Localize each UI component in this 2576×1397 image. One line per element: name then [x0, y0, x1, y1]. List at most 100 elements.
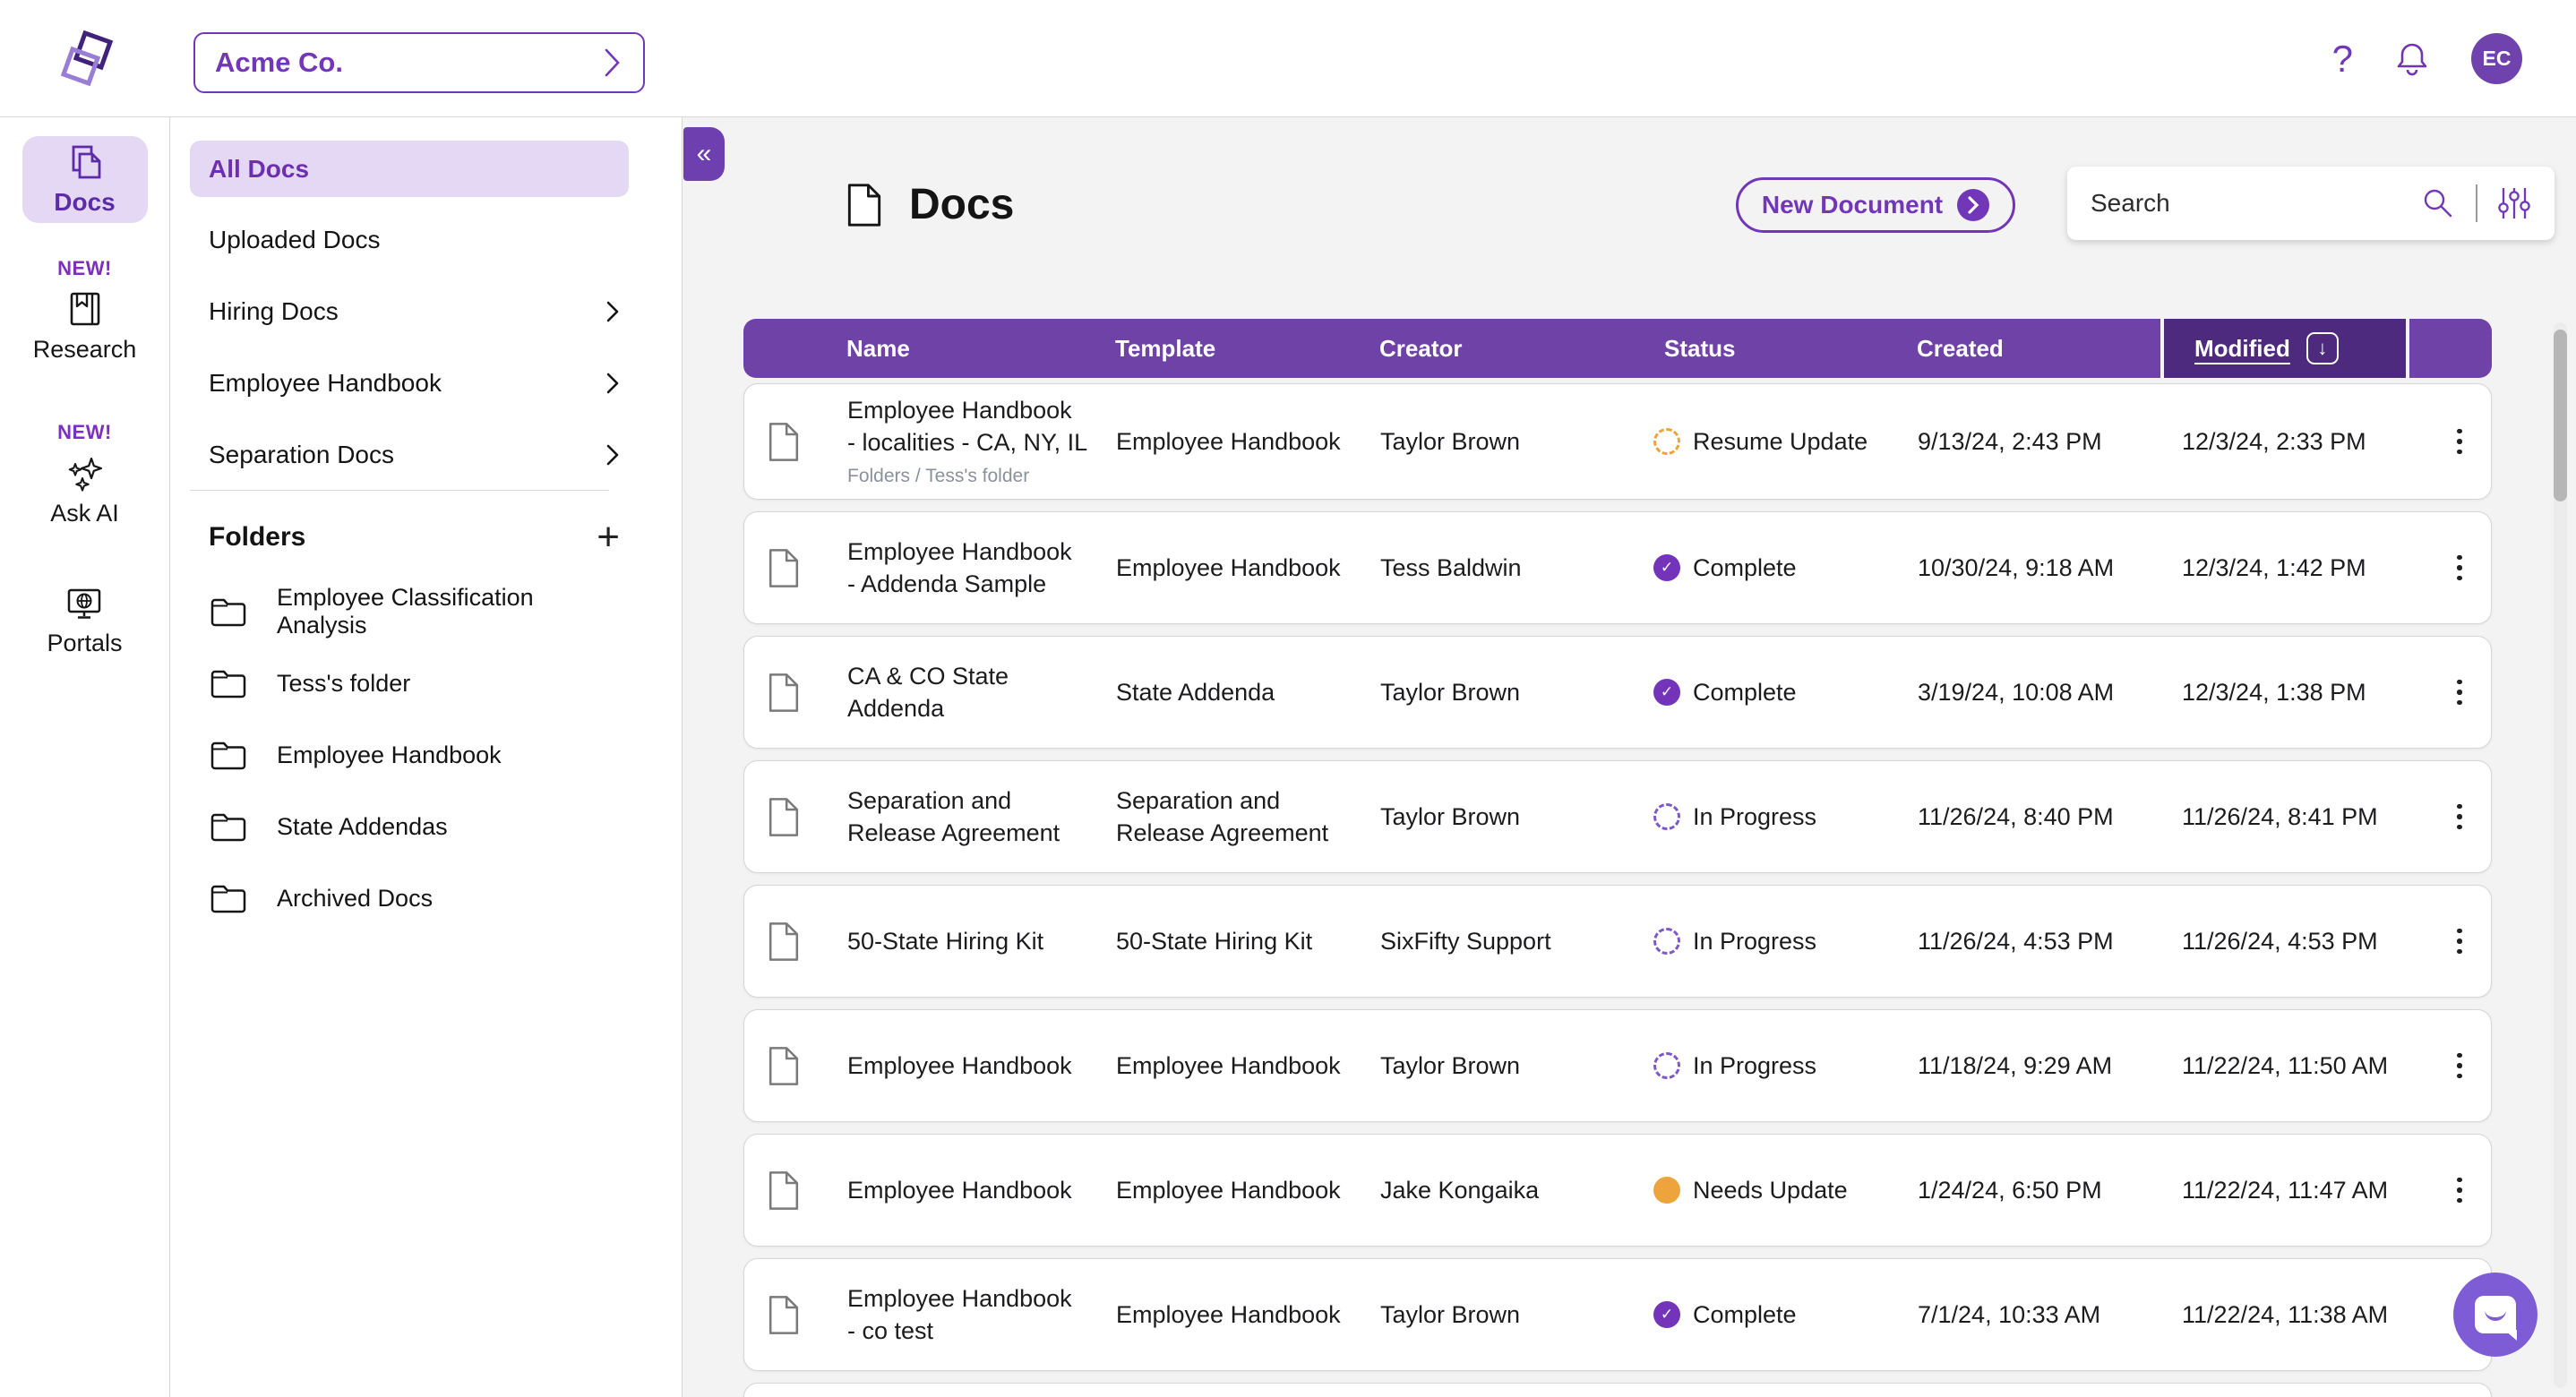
status-label: In Progress [1693, 802, 1817, 830]
sidebar-nav-list: Uploaded Docs Hiring Docs Employee Handboo… [190, 204, 629, 491]
research-book-icon [64, 289, 106, 330]
cell-modified: 11/22/24, 11:50 AM [2182, 1051, 2389, 1079]
document-icon [744, 797, 847, 837]
folder-name: State Addendas [277, 812, 448, 840]
filter-sliders-icon[interactable] [2497, 184, 2531, 222]
table-row[interactable]: Employee Handbook - Addenda Sample Employ… [743, 511, 2492, 624]
row-actions-kebab-icon[interactable] [2442, 803, 2477, 830]
cell-template: Employee Handbook [1116, 1051, 1341, 1079]
cell-template: State Addenda [1116, 678, 1275, 706]
cell-creator: Taylor Brown [1380, 1300, 1521, 1328]
rail-item-label: Portals [47, 630, 123, 656]
folder-icon [210, 884, 246, 913]
new-document-label: New Document [1761, 191, 1944, 219]
org-selector-button[interactable]: Acme Co. [193, 32, 645, 93]
search-box[interactable] [2067, 167, 2555, 240]
table-row[interactable]: Employee Handbook Employee Handbook Jake K… [743, 1134, 2492, 1247]
notifications-bell-icon[interactable] [2392, 39, 2432, 79]
sixfifty-logo-icon[interactable] [57, 30, 116, 89]
chevron-right-icon [604, 47, 622, 78]
status-label: Complete [1693, 553, 1797, 581]
help-icon[interactable]: ? [2331, 37, 2353, 80]
folder-item[interactable]: State Addendas [190, 791, 629, 862]
column-header-modified-sorted[interactable]: Modified ↓ [2164, 319, 2406, 378]
folder-item[interactable]: Archived Docs [190, 862, 629, 934]
rail-item-research[interactable]: Research [33, 289, 136, 364]
row-actions-kebab-icon[interactable] [2442, 428, 2477, 455]
column-header-template[interactable]: Template [1115, 334, 1216, 362]
folder-item[interactable]: Tess's folder [190, 647, 629, 719]
status-complete-icon: ✓ [1653, 554, 1680, 581]
row-actions-kebab-icon[interactable] [2442, 679, 2477, 706]
folder-icon [210, 669, 246, 698]
sidebar-item-hiring-docs[interactable]: Hiring Docs [190, 276, 629, 347]
table-row[interactable]: Employee Handbook Employee Handbook Taylor… [743, 1009, 2492, 1122]
column-header-status[interactable]: Status [1664, 334, 1736, 362]
table-row[interactable]: Separation and Release Agreement Separati… [743, 760, 2492, 873]
search-input[interactable] [2091, 189, 2420, 218]
cell-modified: 12/3/24, 1:42 PM [2182, 553, 2366, 581]
chat-launcher-button[interactable] [2453, 1273, 2537, 1357]
folder-item[interactable]: Employee Handbook [190, 719, 629, 791]
cell-template: 50-State Hiring Kit [1116, 927, 1313, 955]
new-document-button[interactable]: New Document [1736, 177, 2015, 233]
add-folder-icon[interactable]: + [597, 515, 620, 559]
row-actions-kebab-icon[interactable] [2442, 1052, 2477, 1079]
scrollbar-track[interactable] [2554, 322, 2567, 1388]
docs-icon [64, 143, 106, 184]
cell-created: 3/19/24, 10:08 AM [1918, 678, 2115, 706]
header-gap [2160, 319, 2164, 378]
status-needs-icon [1653, 1177, 1680, 1204]
cell-modified: 12/3/24, 2:33 PM [2182, 427, 2366, 455]
search-icon [2420, 185, 2456, 221]
folder-item[interactable]: Employee Classification Analysis [190, 576, 629, 647]
user-avatar[interactable]: EC [2471, 33, 2522, 84]
status-label: Complete [1693, 678, 1797, 706]
sidebar-item-separation-docs[interactable]: Separation Docs [190, 419, 629, 491]
page-doc-icon [846, 183, 882, 227]
folder-name: Tess's folder [277, 669, 411, 697]
rail-item-docs[interactable]: Docs [21, 136, 148, 223]
chat-bubble-icon [2475, 1296, 2517, 1341]
scrollbar-thumb[interactable] [2554, 330, 2567, 501]
folder-icon [210, 741, 246, 770]
row-actions-kebab-icon[interactable] [2442, 1177, 2477, 1204]
collapse-sidebar-button[interactable]: « [683, 127, 725, 181]
row-actions-kebab-icon[interactable] [2442, 928, 2477, 955]
folder-name: Archived Docs [277, 884, 434, 912]
rail-item-portals[interactable]: Portals [47, 585, 123, 657]
column-header-creator[interactable]: Creator [1379, 334, 1463, 362]
status-label: Complete [1693, 1300, 1797, 1328]
column-header-name[interactable]: Name [846, 334, 910, 362]
table-row[interactable]: 50-State Hiring Kit 50-State Hiring Kit Si… [743, 885, 2492, 998]
row-actions-kebab-icon[interactable] [2442, 554, 2477, 581]
cell-status: ✓ Complete [1653, 1301, 1918, 1329]
cell-modified: 11/26/24, 4:53 PM [2182, 927, 2378, 955]
column-header-created[interactable]: Created [1917, 334, 2004, 362]
status-label: In Progress [1693, 1051, 1817, 1079]
status-label: Needs Update [1693, 1176, 1848, 1204]
status-label: Resume Update [1693, 427, 1868, 455]
cell-name: 50-State Hiring Kit [847, 927, 1044, 955]
folder-list: Employee Classification Analysis Tess's f… [190, 576, 629, 934]
cell-creator: SixFifty Support [1380, 927, 1551, 955]
chevron-right-circle-icon [1957, 189, 1990, 221]
table-row[interactable]: Employee Handbook - co test Employee Hand… [743, 1258, 2492, 1371]
sidebar-item-uploaded-docs[interactable]: Uploaded Docs [190, 204, 629, 276]
folders-title: Folders [209, 522, 306, 552]
cell-creator: Taylor Brown [1380, 1051, 1521, 1079]
table-row[interactable]: CA & CO State Addenda State Addenda Taylor… [743, 636, 2492, 749]
folders-header: Folders + [190, 511, 629, 563]
page-header: Docs New Document [743, 167, 2555, 250]
primary-nav-rail: Docs NEW! Research NEW! Ask [0, 117, 170, 1397]
table-row[interactable]: Employee Handbook - localities - CA, NY,… [743, 383, 2492, 500]
rail-item-ask-ai[interactable]: Ask AI [50, 453, 119, 527]
sidebar-item-all-docs[interactable]: All Docs [190, 141, 629, 197]
sidebar-item-employee-handbook[interactable]: Employee Handbook [190, 347, 629, 419]
table-row-partial[interactable] [743, 1383, 2492, 1397]
cell-created: 9/13/24, 2:43 PM [1918, 427, 2102, 455]
cell-status: Needs Update [1653, 1177, 1918, 1204]
chevron-right-icon [605, 300, 620, 323]
cell-status: In Progress [1653, 1052, 1918, 1080]
sidebar-item-label: All Docs [209, 154, 310, 183]
